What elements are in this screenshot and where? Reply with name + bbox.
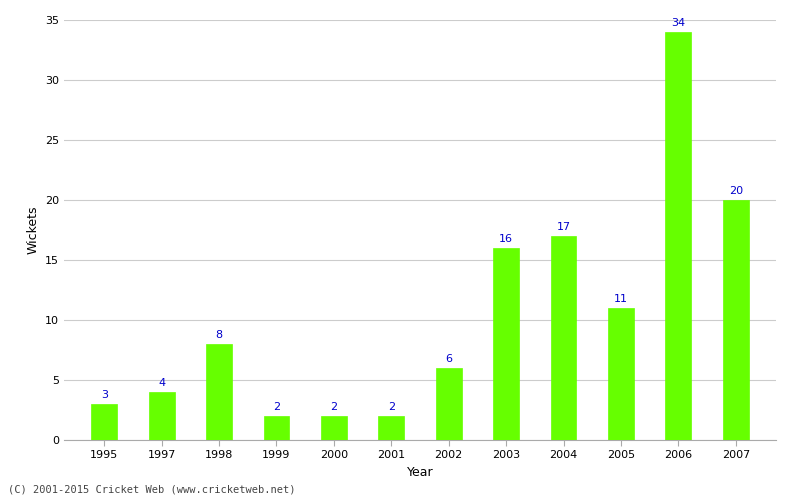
- Text: 8: 8: [215, 330, 222, 340]
- Y-axis label: Wickets: Wickets: [26, 206, 39, 254]
- Text: 2: 2: [273, 402, 280, 412]
- Text: 17: 17: [557, 222, 570, 232]
- Text: 20: 20: [729, 186, 743, 196]
- Bar: [666, 32, 691, 440]
- Bar: [608, 308, 634, 440]
- Bar: [91, 404, 117, 440]
- Text: 34: 34: [671, 18, 686, 28]
- Text: 6: 6: [446, 354, 452, 364]
- Text: 16: 16: [499, 234, 513, 244]
- X-axis label: Year: Year: [406, 466, 434, 479]
- Text: 11: 11: [614, 294, 628, 304]
- Bar: [206, 344, 232, 440]
- Bar: [723, 200, 749, 440]
- Text: 4: 4: [158, 378, 165, 388]
- Bar: [550, 236, 577, 440]
- Bar: [494, 248, 519, 440]
- Text: (C) 2001-2015 Cricket Web (www.cricketweb.net): (C) 2001-2015 Cricket Web (www.cricketwe…: [8, 485, 295, 495]
- Bar: [436, 368, 462, 440]
- Bar: [263, 416, 290, 440]
- Bar: [321, 416, 346, 440]
- Text: 2: 2: [330, 402, 338, 412]
- Bar: [378, 416, 404, 440]
- Bar: [149, 392, 174, 440]
- Text: 3: 3: [101, 390, 108, 400]
- Text: 2: 2: [388, 402, 395, 412]
